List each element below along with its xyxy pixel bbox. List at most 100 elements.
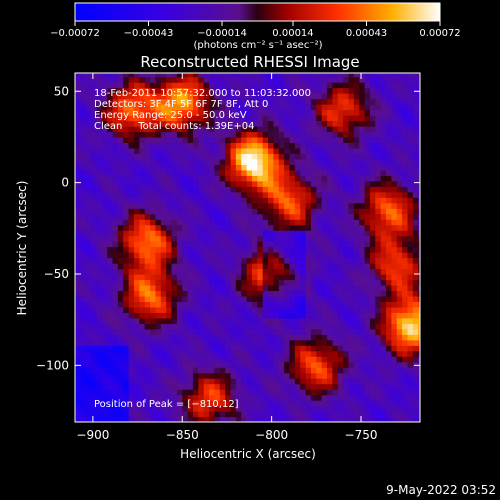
heatmap-cell xyxy=(278,383,285,390)
heatmap-cell xyxy=(187,295,194,302)
heatmap-cell xyxy=(214,301,221,308)
heatmap-cell xyxy=(192,356,199,363)
heatmap-cell xyxy=(192,378,199,385)
heatmap-cell xyxy=(294,73,301,78)
heatmap-cell xyxy=(187,312,194,319)
heatmap-cell xyxy=(133,125,140,133)
heatmap-cell xyxy=(101,389,108,396)
heatmap-cell xyxy=(294,136,301,144)
heatmap-cell xyxy=(364,213,371,220)
heatmap-cell xyxy=(278,136,285,144)
heatmap-cell xyxy=(75,153,81,160)
heatmap-cell xyxy=(235,153,242,160)
heatmap-cell xyxy=(412,169,419,176)
heatmap-cell xyxy=(96,219,103,226)
heatmap-cell xyxy=(289,268,296,275)
heatmap-cell xyxy=(182,158,189,165)
heatmap-cell xyxy=(75,142,81,149)
heatmap-cell xyxy=(257,153,264,160)
heatmap-cell xyxy=(294,339,301,346)
heatmap-cell xyxy=(273,235,280,242)
heatmap-cell xyxy=(251,73,258,78)
heatmap-cell xyxy=(310,328,317,335)
heatmap-cell xyxy=(337,142,344,149)
heatmap-cell xyxy=(386,158,392,165)
heatmap-cell xyxy=(101,164,108,171)
heatmap-cell xyxy=(369,252,376,259)
heatmap-cell xyxy=(155,109,162,116)
heatmap-cell xyxy=(182,87,189,94)
heatmap-cell xyxy=(150,235,157,242)
heatmap-cell xyxy=(198,169,205,176)
heatmap-cell xyxy=(187,405,194,412)
heatmap-cell xyxy=(391,263,398,270)
heatmap-cell xyxy=(359,284,366,292)
heatmap-cell xyxy=(107,208,114,215)
heatmap-cell xyxy=(150,257,157,264)
heatmap-cell xyxy=(310,164,317,171)
heatmap-cell xyxy=(112,361,119,368)
heatmap-cell xyxy=(203,394,210,401)
heatmap-cell xyxy=(192,230,199,237)
heatmap-cell xyxy=(407,361,414,368)
heatmap-cell xyxy=(305,389,312,396)
heatmap-cell xyxy=(402,411,409,418)
heatmap-cell xyxy=(182,104,189,111)
heatmap-cell xyxy=(80,268,87,275)
heatmap-cell xyxy=(235,82,242,89)
heatmap-cell xyxy=(241,115,248,122)
heatmap-cell xyxy=(316,136,323,144)
heatmap-cell xyxy=(203,241,210,248)
heatmap-cell xyxy=(396,142,403,149)
heatmap-cell xyxy=(96,273,103,281)
heatmap-cell xyxy=(348,345,355,352)
heatmap-cell xyxy=(235,301,242,308)
heatmap-cell xyxy=(192,175,199,182)
info-line-detectors: Detectors: 3F 4F 5F 6F 7F 8F, Att 0 xyxy=(94,99,268,110)
heatmap-cell xyxy=(278,82,285,89)
heatmap-cell xyxy=(133,334,140,341)
heatmap-cell xyxy=(284,394,291,401)
heatmap-cell xyxy=(230,109,237,116)
heatmap-cell xyxy=(235,136,242,144)
heatmap-cell xyxy=(348,191,355,198)
heatmap-cell xyxy=(150,400,157,407)
heatmap-cell xyxy=(203,345,210,352)
heatmap-cell xyxy=(144,389,151,396)
heatmap-cell xyxy=(101,82,108,89)
heatmap-cell xyxy=(230,202,237,209)
heatmap-cell xyxy=(150,394,157,401)
heatmap-cell xyxy=(305,367,312,374)
heatmap-cell xyxy=(225,317,232,324)
heatmap-cell xyxy=(353,405,360,412)
heatmap-cell xyxy=(112,197,119,204)
heatmap-cell xyxy=(230,367,237,374)
heatmap-cell xyxy=(75,317,81,324)
heatmap-cell xyxy=(214,246,221,253)
heatmap-cell xyxy=(171,334,178,341)
heatmap-cell xyxy=(386,301,392,308)
heatmap-cell xyxy=(353,394,360,401)
heatmap-cell xyxy=(192,213,199,220)
heatmap-cell xyxy=(85,279,92,286)
heatmap-cell xyxy=(155,257,162,264)
heatmap-cell xyxy=(133,82,140,89)
heatmap-cell xyxy=(187,175,194,182)
heatmap-cell xyxy=(225,224,232,231)
heatmap-cell xyxy=(139,345,146,352)
heatmap-cell xyxy=(75,186,81,193)
heatmap-cell xyxy=(91,104,98,111)
heatmap-cell xyxy=(257,76,264,83)
heatmap-cell xyxy=(316,284,323,292)
heatmap-cell xyxy=(171,356,178,363)
heatmap-cell xyxy=(219,125,226,133)
heatmap-cell xyxy=(418,350,420,357)
heatmap-cell xyxy=(203,76,210,83)
heatmap-cell xyxy=(289,120,296,127)
heatmap-cell xyxy=(192,273,199,281)
heatmap-cell xyxy=(300,356,307,363)
heatmap-cell xyxy=(262,208,269,215)
heatmap-cell xyxy=(198,252,205,259)
heatmap-cell xyxy=(273,394,280,401)
heatmap-cell xyxy=(289,394,296,401)
